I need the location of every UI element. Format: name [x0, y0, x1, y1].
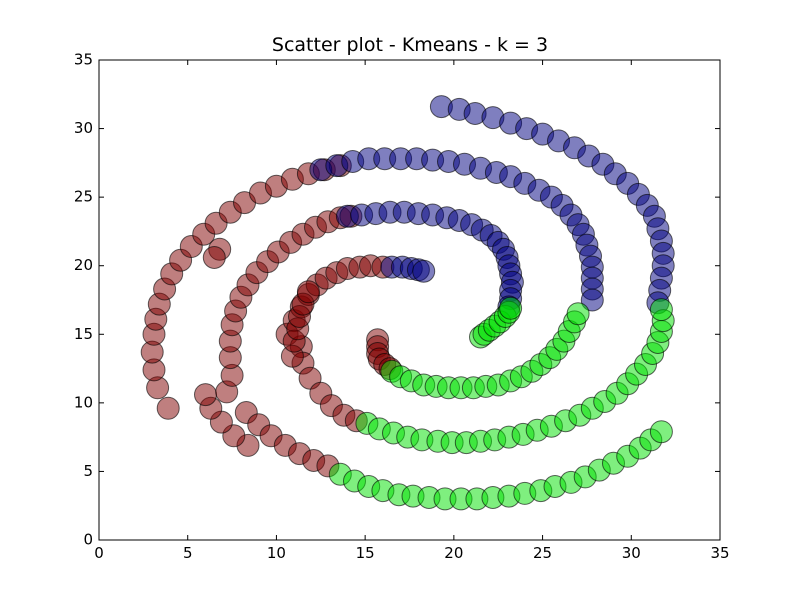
- chart-title: Scatter plot - Kmeans - k = 3: [271, 34, 549, 56]
- x-tick-label-2: 10: [267, 544, 286, 562]
- cluster-green-point-49: [649, 298, 673, 322]
- x-tick-label-7: 35: [710, 544, 729, 562]
- x-tick-label-4: 20: [444, 544, 463, 562]
- y-tick-label-4: 20: [74, 256, 93, 274]
- labels-layer: 0 5 10 15 20 25 30 35 0 5 10 15 20 25 30 35: [74, 51, 730, 563]
- x-tick-label-0: 0: [94, 544, 104, 562]
- cluster-blue-point-74: [412, 259, 436, 283]
- cluster-green-point-22: [649, 420, 673, 444]
- x-tick-label-6: 30: [622, 544, 641, 562]
- plot-frame: [98, 59, 721, 541]
- cluster-red-point-81: [296, 280, 320, 304]
- y-tick-label-1: 5: [83, 462, 93, 480]
- y-tick-label-3: 15: [74, 325, 93, 343]
- cluster-red-point-27: [194, 383, 217, 407]
- ticks-layer: [98, 59, 721, 541]
- cluster-red-point-22: [202, 246, 226, 269]
- cluster-blue-point-48: [580, 288, 604, 312]
- cluster-red-point-0: [156, 396, 180, 420]
- cluster-green-point-77: [499, 296, 523, 320]
- y-tick-label-2: 10: [74, 393, 93, 411]
- x-tick-label-5: 25: [533, 544, 552, 562]
- y-tick-label-7: 35: [74, 51, 93, 69]
- y-tick-label-0: 0: [83, 531, 93, 549]
- y-tick-label-6: 30: [74, 119, 93, 137]
- x-tick-label-3: 15: [356, 544, 375, 562]
- points-layer: [140, 95, 675, 511]
- cluster-green-point-69: [566, 302, 590, 326]
- y-tick-label-5: 25: [74, 188, 93, 206]
- x-tick-label-1: 5: [183, 544, 193, 562]
